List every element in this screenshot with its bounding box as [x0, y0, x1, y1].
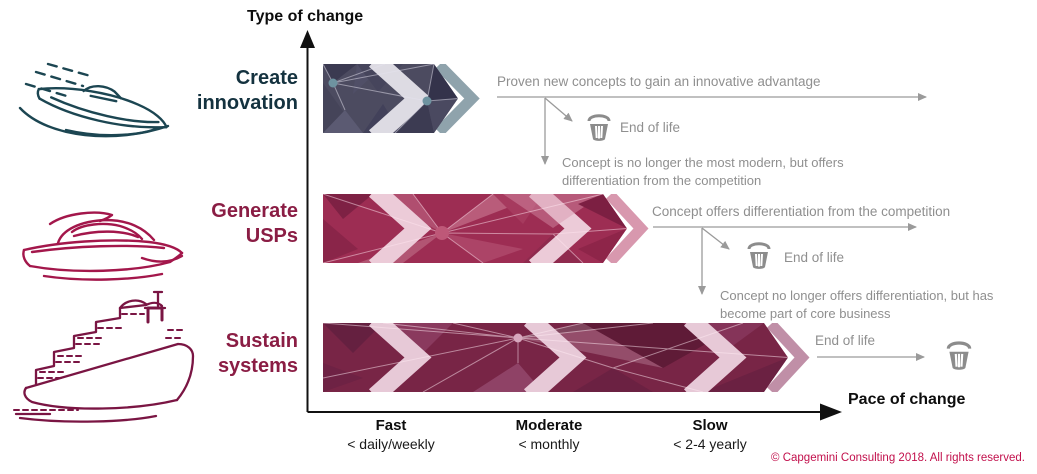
speedboat-icon [18, 62, 170, 138]
transition-note-row2: Concept no longer offers differentiation… [720, 288, 994, 321]
tick-moderate: Moderate < monthly [469, 417, 629, 452]
row-label-sustain-systems: Sustain systems [217, 330, 298, 377]
tick-fast-label: Fast [375, 417, 407, 434]
tick-slow: Slow < 2-4 yearly [630, 417, 790, 452]
trash-icon [946, 341, 972, 370]
x-axis-arrowhead-icon [820, 403, 842, 421]
end-of-life-label-row1: End of life [620, 120, 681, 135]
x-axis-title: Pace of change [848, 391, 966, 408]
annotation-row1-proven-concepts: Proven new concepts to gain an innovativ… [497, 74, 821, 89]
annotation-row2-differentiation: Concept offers differentiation from the … [652, 204, 951, 219]
copyright-notice: © Capgemini Consulting 2018. All rights … [771, 452, 1025, 464]
arrow-bar-create-innovation [323, 64, 480, 133]
row-label-generate-usps: Generate USPs [211, 200, 298, 247]
tick-fast-sublabel: < daily/weekly [347, 436, 435, 452]
end-of-life-label-row3: End of life [815, 333, 876, 348]
trash-icon [747, 242, 771, 269]
tick-slow-sublabel: < 2-4 yearly [673, 436, 747, 452]
arrow-bar-sustain-systems [323, 323, 810, 392]
cruise-ship-icon [13, 290, 195, 423]
transition-note-row1: Concept is no longer the most modern, bu… [562, 155, 844, 188]
end-of-life-arrow-row2 [701, 227, 730, 250]
end-of-life-label-row2: End of life [784, 250, 845, 265]
y-axis-title: Type of change [247, 8, 364, 25]
tick-moderate-sublabel: < monthly [518, 436, 580, 452]
arrow-bar-generate-usps [323, 194, 649, 263]
trash-icon [587, 114, 611, 141]
tick-slow-label: Slow [692, 417, 728, 434]
yacht-icon [22, 211, 184, 281]
end-of-life-arrow-row1 [544, 97, 573, 122]
y-axis-arrowhead-icon [300, 30, 315, 48]
tick-fast: Fast < daily/weekly [311, 417, 471, 452]
row-label-create-innovation: Create innovation [196, 67, 298, 114]
tick-moderate-label: Moderate [515, 417, 583, 434]
